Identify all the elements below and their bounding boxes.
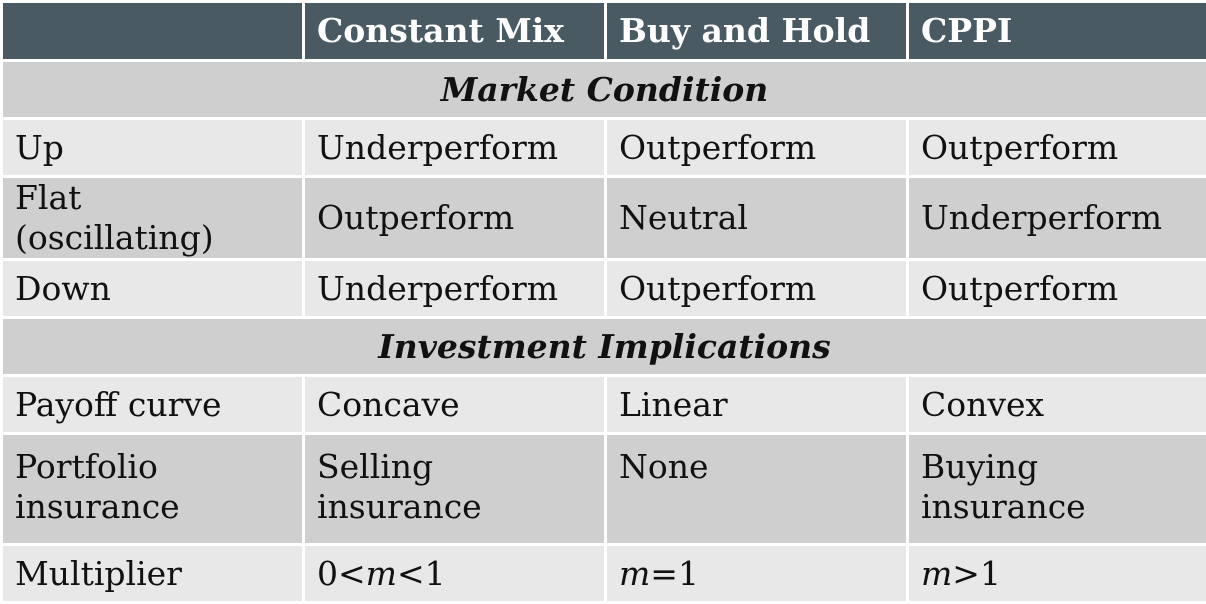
table-row: Payoff curve Concave Linear Convex <box>3 377 1206 432</box>
expr-suffix: <1 <box>396 553 446 593</box>
cell-constant-mix: Selling insurance <box>305 435 604 543</box>
row-label: Flat (oscillating) <box>3 178 302 258</box>
cell-cppi: Convex <box>909 377 1206 432</box>
cell-cppi: Outperform <box>909 120 1206 175</box>
cell-constant-mix: Underperform <box>305 261 604 316</box>
table-row: Down Underperform Outperform Outperform <box>3 261 1206 316</box>
expr-variable: m <box>619 553 651 593</box>
header-cppi: CPPI <box>909 3 1206 59</box>
table-row: Up Underperform Outperform Outperform <box>3 120 1206 175</box>
cell-cppi: m>1 <box>909 546 1206 601</box>
expr-suffix: >1 <box>952 553 1001 593</box>
row-label: Payoff curve <box>3 377 302 432</box>
expr-variable: m <box>365 553 397 593</box>
section-row-investment-implications: Investment Implications <box>3 319 1206 374</box>
section-title: Investment Implications <box>3 319 1206 374</box>
expr-prefix: 0< <box>317 553 366 593</box>
cell-constant-mix: Concave <box>305 377 604 432</box>
header-constant-mix: Constant Mix <box>305 3 604 59</box>
cell-buy-and-hold: m=1 <box>607 546 906 601</box>
cell-buy-and-hold: Neutral <box>607 178 906 258</box>
cell-buy-and-hold: Outperform <box>607 120 906 175</box>
section-title: Market Condition <box>3 62 1206 117</box>
expr-suffix: =1 <box>650 553 699 593</box>
table-row: Flat (oscillating) Outperform Neutral Un… <box>3 178 1206 258</box>
cell-constant-mix: Outperform <box>305 178 604 258</box>
header-row: Constant Mix Buy and Hold CPPI <box>3 3 1206 59</box>
cell-constant-mix: Underperform <box>305 120 604 175</box>
header-empty-cell <box>3 3 302 59</box>
section-row-market-condition: Market Condition <box>3 62 1206 117</box>
cell-cppi: Outperform <box>909 261 1206 316</box>
multiplier-row: Multiplier 0<m<1 m=1 m>1 <box>3 546 1206 601</box>
cell-buy-and-hold: None <box>607 435 906 543</box>
expr-variable: m <box>921 553 953 593</box>
row-label: Down <box>3 261 302 316</box>
cell-buy-and-hold: Linear <box>607 377 906 432</box>
cell-buy-and-hold: Outperform <box>607 261 906 316</box>
cell-cppi: Underperform <box>909 178 1206 258</box>
cell-cppi: Buying insurance <box>909 435 1206 543</box>
header-buy-and-hold: Buy and Hold <box>607 3 906 59</box>
row-label: Portfolio insurance <box>3 435 302 543</box>
row-label: Multiplier <box>3 546 302 601</box>
cell-constant-mix: 0<m<1 <box>305 546 604 601</box>
table-row: Portfolio insurance Selling insurance No… <box>3 435 1206 543</box>
row-label: Up <box>3 120 302 175</box>
